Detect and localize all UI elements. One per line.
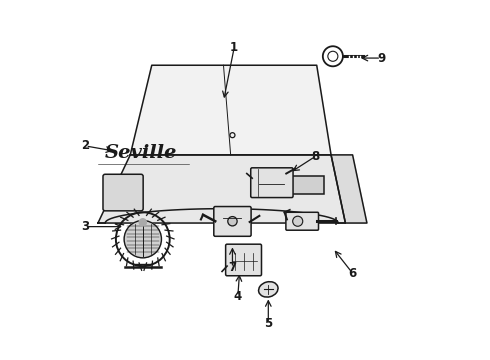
Text: 5: 5 bbox=[264, 317, 272, 330]
Text: 3: 3 bbox=[81, 220, 90, 233]
Circle shape bbox=[124, 221, 161, 258]
Text: 8: 8 bbox=[311, 150, 319, 163]
Circle shape bbox=[293, 216, 303, 226]
Polygon shape bbox=[98, 155, 345, 223]
Text: 2: 2 bbox=[81, 139, 90, 152]
Text: 1: 1 bbox=[230, 41, 238, 54]
Polygon shape bbox=[331, 155, 367, 223]
Circle shape bbox=[228, 217, 237, 226]
Text: Seville: Seville bbox=[105, 144, 177, 162]
Text: 4: 4 bbox=[234, 290, 242, 303]
FancyBboxPatch shape bbox=[286, 212, 318, 230]
Bar bbox=[285, 176, 324, 194]
FancyBboxPatch shape bbox=[225, 244, 262, 276]
Circle shape bbox=[328, 51, 338, 61]
Text: 7: 7 bbox=[228, 261, 237, 274]
Polygon shape bbox=[130, 65, 331, 155]
FancyBboxPatch shape bbox=[103, 174, 143, 211]
Text: 9: 9 bbox=[377, 51, 386, 64]
Text: 6: 6 bbox=[348, 267, 357, 280]
Circle shape bbox=[139, 219, 147, 226]
FancyBboxPatch shape bbox=[251, 168, 293, 198]
FancyBboxPatch shape bbox=[214, 207, 251, 236]
Ellipse shape bbox=[259, 282, 278, 297]
